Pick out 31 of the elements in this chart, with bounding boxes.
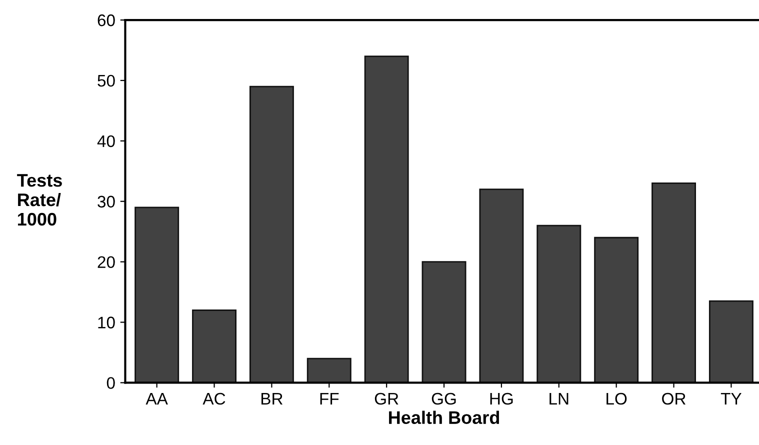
x-tick-label: BR (261, 393, 283, 404)
x-tick-label: LN (550, 393, 568, 404)
x-tick-label: OR (662, 392, 686, 405)
x-tick-label: HG (490, 392, 513, 405)
y-tick-label: 20 (98, 256, 115, 268)
y-tick-label: 60 (98, 14, 115, 26)
y-axis-title: Tests Rate/ 1000 (17, 174, 62, 226)
bar (364, 56, 409, 383)
x-axis-title: Health Board (389, 410, 500, 424)
bar (652, 182, 696, 383)
y-tick-label: 50 (98, 74, 115, 87)
y-tick-label: 10 (98, 316, 115, 328)
x-tick-label: AA (146, 393, 168, 404)
y-tick-label: 30 (98, 196, 115, 208)
x-tick-label: AC (202, 392, 226, 405)
x-tick-label: LO (606, 392, 627, 405)
bar (536, 224, 582, 383)
bar (708, 300, 754, 383)
x-tick-label: GG (432, 392, 456, 405)
bar (594, 236, 639, 383)
bar (306, 358, 352, 383)
x-tick-label: TY (720, 393, 742, 404)
bar (479, 188, 524, 383)
y-tick-label: 0 (106, 377, 115, 389)
y-tick-label: 40 (97, 135, 115, 148)
bar (422, 261, 466, 383)
x-tick-label: GR (374, 392, 398, 405)
x-tick-label: FF (320, 393, 339, 404)
bar (249, 86, 294, 383)
bar (134, 206, 180, 383)
bar (192, 309, 236, 383)
